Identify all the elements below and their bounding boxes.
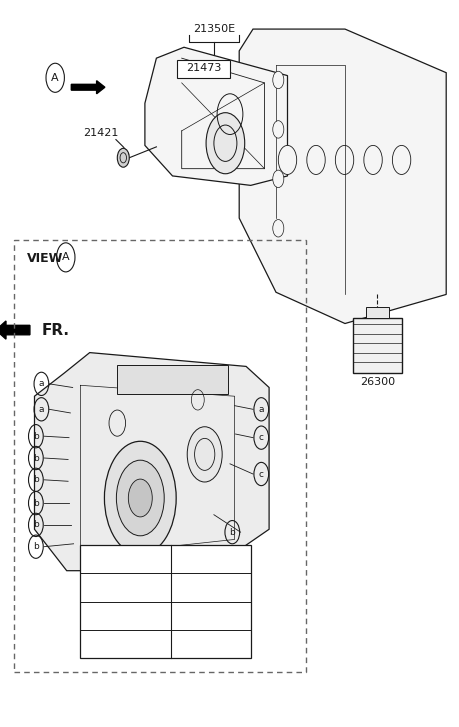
Text: a: a bbox=[125, 583, 131, 592]
Circle shape bbox=[206, 113, 244, 174]
Circle shape bbox=[306, 145, 325, 174]
Text: 21421: 21421 bbox=[84, 128, 118, 138]
Circle shape bbox=[117, 148, 129, 167]
Text: 21473: 21473 bbox=[186, 63, 221, 73]
Text: VIEW: VIEW bbox=[27, 252, 63, 265]
Text: c: c bbox=[258, 470, 263, 478]
Text: b: b bbox=[33, 432, 39, 441]
Circle shape bbox=[272, 121, 283, 138]
Text: c: c bbox=[125, 639, 130, 648]
Text: 11403C: 11403C bbox=[184, 639, 221, 649]
Polygon shape bbox=[239, 29, 445, 324]
FancyArrow shape bbox=[0, 321, 30, 339]
Text: A: A bbox=[62, 252, 69, 262]
Text: b: b bbox=[33, 499, 39, 507]
Bar bbox=[80, 545, 250, 658]
Text: b: b bbox=[125, 611, 131, 620]
Text: SYMBOL: SYMBOL bbox=[105, 554, 151, 564]
Circle shape bbox=[392, 145, 410, 174]
Polygon shape bbox=[145, 47, 287, 185]
Text: c: c bbox=[258, 433, 263, 442]
Text: 1140AF: 1140AF bbox=[184, 611, 221, 621]
Polygon shape bbox=[34, 353, 269, 571]
Circle shape bbox=[363, 145, 381, 174]
Circle shape bbox=[104, 441, 176, 555]
FancyArrow shape bbox=[71, 81, 105, 94]
Polygon shape bbox=[117, 365, 227, 394]
Circle shape bbox=[116, 460, 164, 536]
Text: b: b bbox=[33, 542, 39, 551]
Text: FR.: FR. bbox=[41, 323, 69, 337]
Text: 1140FF: 1140FF bbox=[185, 582, 220, 593]
Text: b: b bbox=[33, 475, 39, 484]
Text: a: a bbox=[39, 405, 44, 414]
Text: b: b bbox=[88, 582, 93, 591]
Bar bbox=[365, 307, 388, 318]
Bar bbox=[177, 60, 230, 78]
Text: 26300: 26300 bbox=[359, 377, 394, 387]
Circle shape bbox=[272, 170, 283, 188]
Circle shape bbox=[128, 479, 152, 517]
Text: a: a bbox=[39, 379, 44, 388]
Circle shape bbox=[335, 145, 353, 174]
Text: a: a bbox=[258, 405, 263, 414]
Circle shape bbox=[187, 427, 222, 482]
Circle shape bbox=[278, 145, 296, 174]
Circle shape bbox=[272, 220, 283, 237]
Text: b: b bbox=[33, 521, 39, 529]
Circle shape bbox=[272, 71, 283, 89]
Text: b: b bbox=[33, 454, 39, 462]
Text: b: b bbox=[152, 590, 158, 598]
Text: PNC: PNC bbox=[191, 554, 214, 564]
Text: 21350E: 21350E bbox=[192, 24, 235, 34]
Text: A: A bbox=[51, 73, 59, 83]
Text: b: b bbox=[229, 528, 235, 537]
Text: b: b bbox=[120, 590, 126, 598]
Bar bbox=[353, 318, 402, 373]
